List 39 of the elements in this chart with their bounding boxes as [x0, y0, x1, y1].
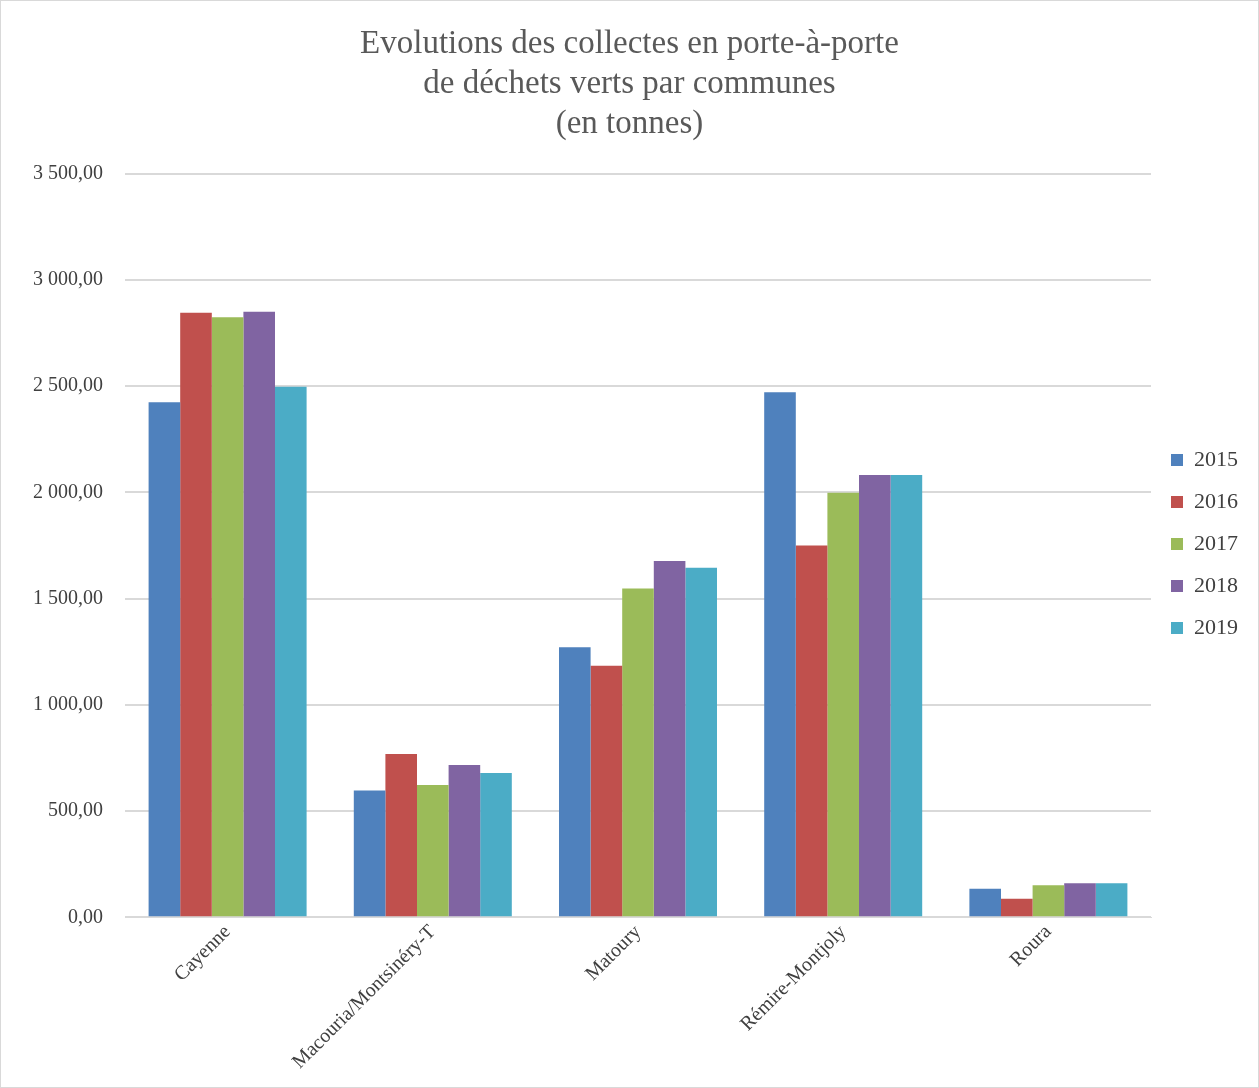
bar: [385, 753, 417, 917]
legend-label: 2015: [1194, 445, 1238, 471]
y-tick-label: 2 500,00: [33, 373, 103, 396]
bar: [795, 545, 828, 917]
bar: [480, 772, 512, 917]
bar: [1032, 885, 1065, 917]
bar: [211, 317, 244, 917]
bar: [353, 790, 386, 917]
bar: [180, 312, 212, 917]
y-tick-label: 3 500,00: [33, 161, 103, 184]
bar: [1001, 898, 1033, 917]
y-tick-label: 1 500,00: [33, 585, 103, 608]
y-tick-label: 0,00: [68, 904, 103, 927]
bar: [653, 561, 686, 917]
legend-label: 2019: [1194, 613, 1238, 639]
bar: [148, 402, 181, 917]
bar: [1095, 883, 1128, 917]
chart-title: Evolutions des collectes en porte-à-porte de déchets verts par communes (en tonnes): [360, 24, 899, 141]
bar: [1064, 883, 1096, 917]
bar: [622, 588, 654, 917]
bar: [448, 765, 481, 917]
bar: [243, 311, 275, 917]
bar: [890, 475, 923, 917]
y-tick-label: 500,00: [48, 798, 103, 821]
bar: [969, 888, 1001, 917]
bar: [764, 392, 796, 917]
bar: [559, 647, 591, 917]
y-tick-label: 3 000,00: [33, 267, 103, 290]
y-tick-label: 2 000,00: [33, 479, 103, 502]
bar: [827, 492, 859, 917]
legend-label: 2018: [1194, 571, 1238, 597]
bar: [275, 386, 307, 917]
bar: [417, 785, 449, 917]
legend-label: 2017: [1194, 529, 1238, 555]
bar: [685, 567, 717, 917]
y-tick-label: 1 000,00: [33, 692, 103, 715]
bar: [859, 475, 891, 917]
legend-label: 2016: [1194, 487, 1238, 513]
bar: [590, 665, 623, 917]
